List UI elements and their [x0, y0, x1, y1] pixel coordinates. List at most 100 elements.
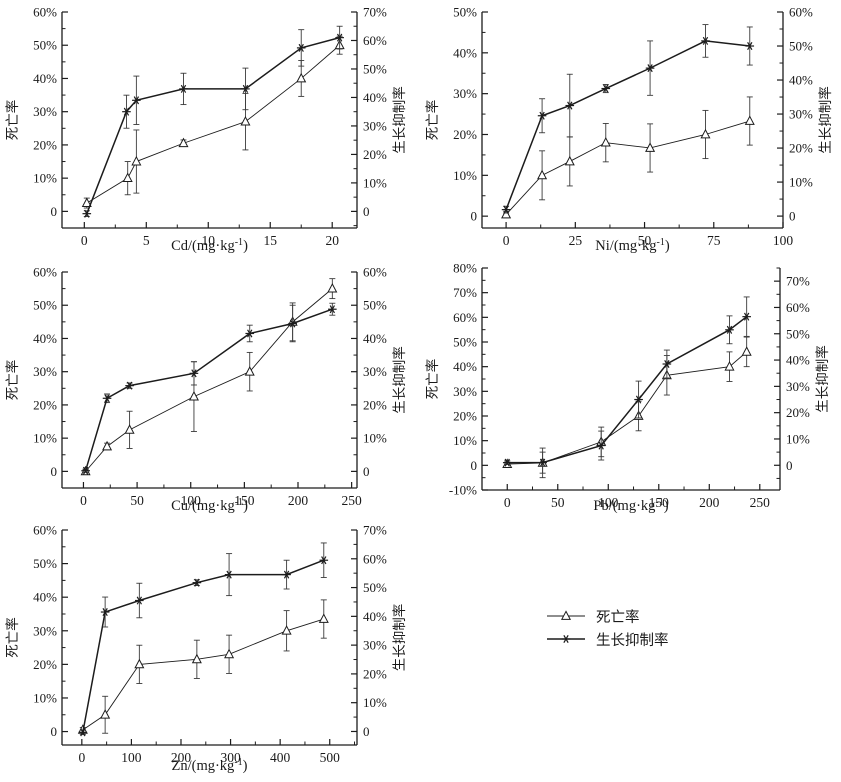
svg-text:70%: 70% [786, 274, 810, 289]
svg-text:50%: 50% [363, 298, 387, 313]
svg-text:0: 0 [471, 209, 478, 224]
svg-text:20%: 20% [789, 141, 813, 156]
svg-text:80%: 80% [453, 261, 477, 276]
series-inhibition [81, 302, 337, 475]
svg-text:10%: 10% [33, 431, 57, 446]
svg-text:0: 0 [51, 724, 58, 739]
svg-text:60%: 60% [363, 33, 387, 48]
svg-text:10%: 10% [363, 695, 387, 710]
svg-text:60%: 60% [363, 551, 387, 566]
chart-pb: 0 50 100 150 200 250 -10% 0 10% 20% 30% 40% 50% 60% 70… [424, 261, 830, 515]
svg-text:50: 50 [551, 495, 565, 510]
svg-text:70%: 70% [453, 285, 477, 300]
svg-text:500: 500 [320, 750, 341, 765]
series-mortality [77, 599, 329, 734]
svg-text:死亡率: 死亡率 [4, 360, 20, 401]
svg-text:200: 200 [288, 493, 309, 508]
series-inhibition [502, 296, 751, 474]
svg-text:生长抑制率: 生长抑制率 [391, 86, 407, 154]
svg-text:30%: 30% [453, 384, 477, 399]
svg-text:生长抑制率: 生长抑制率 [391, 346, 407, 414]
svg-text:40%: 40% [786, 353, 810, 368]
triangle-marker-icon [547, 610, 585, 620]
svg-text:50%: 50% [453, 5, 477, 20]
svg-text:40%: 40% [789, 73, 813, 88]
svg-text:30%: 30% [453, 86, 477, 101]
series-mortality [80, 278, 338, 476]
series-mortality [502, 336, 752, 479]
svg-text:100: 100 [773, 233, 794, 248]
svg-text:0: 0 [78, 750, 85, 765]
svg-text:50%: 50% [786, 326, 810, 341]
svg-text:30%: 30% [363, 638, 387, 653]
svg-text:0: 0 [51, 464, 58, 479]
svg-text:10: 10 [202, 233, 216, 248]
svg-text:60%: 60% [33, 523, 57, 538]
svg-text:20%: 20% [363, 397, 387, 412]
svg-text:0: 0 [363, 464, 370, 479]
svg-text:20%: 20% [453, 409, 477, 424]
svg-text:40%: 40% [453, 359, 477, 374]
svg-text:250: 250 [750, 495, 771, 510]
svg-text:100: 100 [121, 750, 142, 765]
svg-text:30%: 30% [33, 104, 57, 119]
svg-text:20%: 20% [33, 137, 57, 152]
series-mortality [501, 96, 755, 219]
svg-text:40%: 40% [33, 590, 57, 605]
svg-text:死亡率: 死亡率 [424, 359, 440, 400]
svg-text:10%: 10% [363, 431, 387, 446]
svg-text:50%: 50% [363, 61, 387, 76]
series-mortality [81, 35, 345, 209]
svg-text:50: 50 [638, 233, 652, 248]
svg-text:50%: 50% [789, 39, 813, 54]
svg-text:0: 0 [503, 233, 510, 248]
svg-text:50%: 50% [453, 335, 477, 350]
chart-ni: 0 25 50 75 100 0 10% 20% 30% 40% 50% 0 10% 20% 30% 40% 5… [424, 5, 833, 255]
svg-text:20%: 20% [33, 657, 57, 672]
svg-text:50: 50 [130, 493, 144, 508]
svg-text:20: 20 [325, 233, 339, 248]
svg-text:40%: 40% [363, 609, 387, 624]
svg-text:75: 75 [707, 233, 721, 248]
svg-text:Cd/(mg·kg-1): Cd/(mg·kg-1) [171, 237, 248, 254]
svg-text:0: 0 [81, 233, 88, 248]
svg-text:200: 200 [171, 750, 192, 765]
chart-legend: 死亡率 生长抑制率 [545, 606, 669, 649]
svg-text:10%: 10% [33, 690, 57, 705]
svg-text:死亡率: 死亡率 [424, 100, 440, 141]
svg-text:60%: 60% [789, 5, 813, 20]
svg-text:0: 0 [80, 493, 87, 508]
svg-text:20%: 20% [363, 666, 387, 681]
svg-text:60%: 60% [33, 5, 57, 20]
svg-text:50%: 50% [33, 298, 57, 313]
svg-text:Pb/(mg·kg-1): Pb/(mg·kg-1) [593, 497, 668, 514]
svg-text:死亡率: 死亡率 [4, 100, 20, 141]
svg-text:200: 200 [699, 495, 720, 510]
svg-text:20%: 20% [363, 147, 387, 162]
series-inhibition [501, 24, 755, 214]
svg-text:0: 0 [471, 458, 478, 473]
svg-text:100: 100 [181, 493, 202, 508]
svg-text:Ni/(mg·kg-1): Ni/(mg·kg-1) [595, 237, 670, 254]
svg-text:20%: 20% [33, 397, 57, 412]
svg-text:400: 400 [270, 750, 291, 765]
svg-text:70%: 70% [363, 523, 387, 538]
svg-text:0: 0 [786, 458, 793, 473]
svg-text:150: 150 [234, 493, 255, 508]
svg-text:40%: 40% [363, 90, 387, 105]
svg-text:50%: 50% [363, 580, 387, 595]
svg-text:150: 150 [649, 495, 670, 510]
svg-text:10%: 10% [453, 433, 477, 448]
svg-text:生长抑制率: 生长抑制率 [817, 86, 833, 154]
svg-text:5: 5 [143, 233, 150, 248]
chart-cd: 0 5 10 15 20 0 10% 20% 30% 40% 50% 60% 0 10% 20% 30% 40%… [4, 5, 407, 255]
svg-text:20%: 20% [786, 405, 810, 420]
svg-text:0: 0 [51, 204, 58, 219]
svg-text:15: 15 [263, 233, 277, 248]
svg-text:30%: 30% [33, 623, 57, 638]
svg-text:10%: 10% [453, 168, 477, 183]
svg-text:0: 0 [363, 204, 370, 219]
svg-text:30%: 30% [786, 379, 810, 394]
svg-text:40%: 40% [363, 331, 387, 346]
svg-text:0: 0 [504, 495, 511, 510]
